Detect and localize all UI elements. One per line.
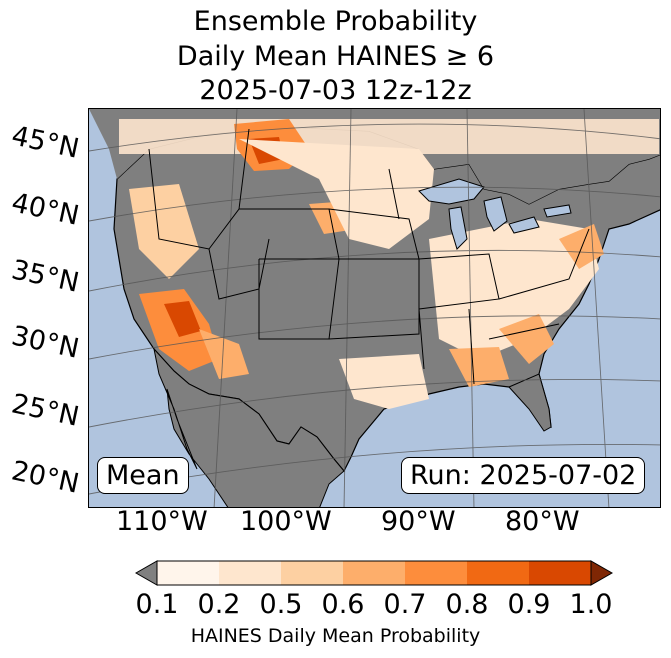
colorbar-canvas [134,560,614,586]
lon-label-90: 90°W [381,506,456,537]
colorbar-outline [156,560,592,586]
map-canvas [89,109,660,507]
lat-label-30: 30°N [8,320,82,365]
probability-map [88,108,661,508]
run-label-box: Run: 2025-07-02 [401,457,646,494]
colorbar-tick: 0.5 [259,589,303,620]
colorbar-segment [467,561,529,585]
colorbar-tick: 1.0 [569,589,613,620]
lat-label-35: 35°N [8,254,82,299]
colorbar-tick: 0.6 [321,589,365,620]
colorbar-segment [219,561,281,585]
probability-fill [119,119,659,409]
lon-label-80: 80°W [505,506,580,537]
lat-label-25: 25°N [8,388,82,433]
great-lakes [418,178,572,250]
florida [508,373,552,432]
colorbar-tick: 0.8 [445,589,489,620]
colorbar-over-arrow [590,560,614,586]
lat-label-40: 40°N [8,187,82,232]
colorbar-segment [405,561,467,585]
colorbar-label: HAINES Daily Mean Probability [190,625,481,647]
title-line-3: 2025-07-03 12z-12z [199,75,472,106]
colorbar-under-arrow [134,560,158,586]
lat-label-20: 20°N [8,455,82,500]
mexico-landmass [153,347,345,507]
colorbar-tick: 0.2 [197,589,241,620]
colorbar [134,560,615,590]
colorbar-segment [529,561,591,585]
title-line-1: Ensemble Probability [193,6,478,37]
lon-label-110: 110°W [116,506,208,537]
lat-label-45: 45°N [8,120,82,165]
colorbar-tick: 0.1 [135,589,179,620]
colorbar-segment [281,561,343,585]
colorbar-tick: 0.7 [383,589,427,620]
colorbar-tick: 0.9 [507,589,551,620]
lon-label-100: 100°W [240,506,332,537]
state-borders [148,128,590,385]
title-line-2: Daily Mean HAINES ≥ 6 [176,41,495,72]
stat-label-box: Mean [97,457,189,494]
colorbar-segment [343,561,405,585]
colorbar-segment [157,561,219,585]
